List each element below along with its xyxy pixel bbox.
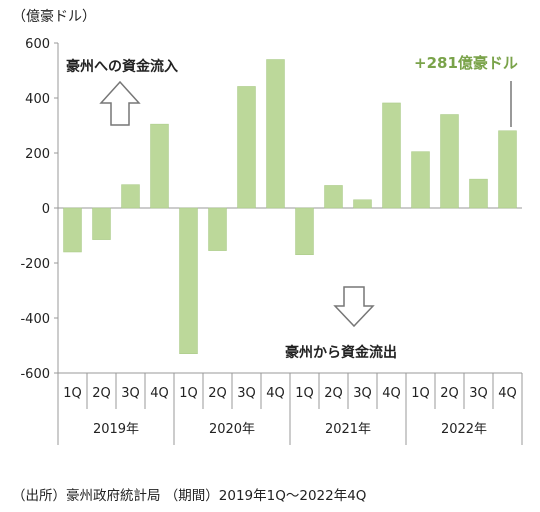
source-note: （出所）豪州政府統計局 （期間）2019年1Q～2022年4Q — [12, 488, 367, 504]
latest-value-annotation: +281億豪ドル — [414, 54, 518, 72]
y-tick-label: -400 — [20, 312, 50, 327]
x-tick-label: 4Q — [498, 386, 517, 401]
x-tick-label: 3Q — [237, 386, 256, 401]
bar — [353, 199, 372, 209]
bar — [295, 207, 314, 255]
bar — [382, 102, 401, 209]
year-label: 2021年 — [325, 422, 371, 437]
bar — [469, 178, 488, 209]
bar — [150, 123, 169, 209]
chart-labels: 600 400 200 0 -200 -400 -600 1Q 2Q 3Q 4Q 1Q 2Q 3Q 4Q 1Q… — [20, 37, 516, 437]
bar — [266, 59, 285, 209]
y-tick-label: 400 — [25, 92, 50, 107]
bar — [237, 86, 256, 209]
bar — [63, 207, 82, 253]
chart-arrows — [99, 80, 512, 328]
bar — [440, 114, 459, 209]
x-tick-label: 3Q — [121, 386, 140, 401]
x-tick-label: 1Q — [179, 386, 198, 401]
bar — [411, 151, 430, 209]
bar — [179, 207, 198, 354]
x-tick-label: 2Q — [324, 386, 343, 401]
bar — [92, 207, 111, 240]
x-tick-label: 2Q — [92, 386, 111, 401]
x-tick-label: 4Q — [382, 386, 401, 401]
x-tick-label: 4Q — [150, 386, 169, 401]
bar — [324, 185, 343, 209]
chart-bars — [63, 59, 517, 354]
year-label: 2020年 — [209, 422, 255, 437]
bar — [208, 207, 227, 251]
x-tick-label: 1Q — [63, 386, 82, 401]
year-label: 2019年 — [93, 422, 139, 437]
x-tick-label: 2Q — [208, 386, 227, 401]
x-tick-label: 1Q — [411, 386, 430, 401]
x-tick-label: 1Q — [295, 386, 314, 401]
x-tick-label: 4Q — [266, 386, 285, 401]
bar — [121, 184, 140, 209]
unit-label: （億豪ドル） — [12, 9, 96, 25]
down-arrow-icon — [333, 286, 375, 328]
year-label: 2022年 — [441, 422, 487, 437]
x-tick-label: 3Q — [353, 386, 372, 401]
y-tick-label: 0 — [42, 202, 50, 217]
x-tick-label: 2Q — [440, 386, 459, 401]
up-arrow-icon — [99, 80, 141, 126]
y-tick-label: 200 — [25, 147, 50, 162]
x-tick-label: 3Q — [469, 386, 488, 401]
outflow-annotation: 豪州から資金流出 — [285, 345, 397, 361]
inflow-annotation: 豪州への資金流入 — [66, 59, 178, 75]
y-tick-label: -200 — [20, 257, 50, 272]
bar — [498, 130, 517, 209]
y-tick-label: 600 — [25, 37, 50, 52]
y-tick-label: -600 — [20, 367, 50, 382]
